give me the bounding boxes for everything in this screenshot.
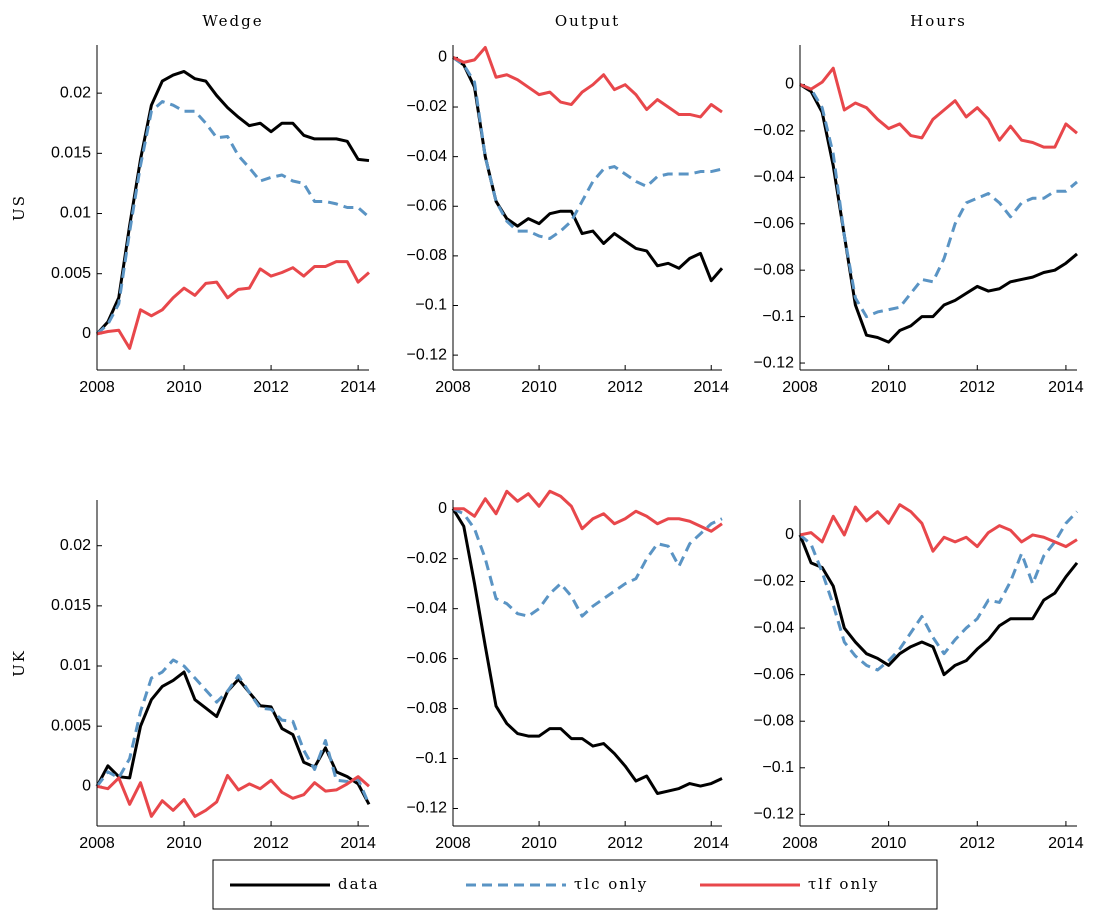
- x-tick-label: 2012: [253, 379, 289, 396]
- y-tick-label: −0.1: [762, 759, 794, 776]
- x-tick-label: 2014: [340, 379, 376, 396]
- series-line: [451, 507, 723, 796]
- x-tick-label: 2008: [435, 379, 471, 396]
- series-line: [799, 83, 1078, 344]
- row-label: US: [10, 194, 28, 221]
- y-tick-label: −0.06: [754, 215, 795, 232]
- y-tick-label: 0.01: [60, 657, 91, 674]
- x-tick-label: 2010: [521, 379, 557, 396]
- x-tick-label: 2008: [782, 835, 818, 852]
- series-line: [96, 100, 370, 336]
- y-tick-label: −0.06: [754, 666, 795, 683]
- x-tick-label: 2010: [166, 835, 202, 852]
- series-line: [452, 56, 723, 241]
- y-tick-label: −0.12: [407, 800, 448, 817]
- x-tick-label: 2010: [521, 835, 557, 852]
- y-tick-label: 0.005: [51, 717, 91, 734]
- legend-label: τlf only: [808, 875, 879, 893]
- series-line: [798, 534, 1079, 677]
- x-tick-label: 2014: [1048, 379, 1084, 396]
- x-tick-label: 2010: [871, 835, 907, 852]
- x-tick-label: 2012: [607, 379, 643, 396]
- y-tick-label: −0.12: [754, 806, 795, 823]
- x-tick-label: 2008: [79, 379, 115, 396]
- series-line: [452, 56, 724, 283]
- y-tick-label: −0.08: [754, 712, 795, 729]
- y-tick-label: 0: [82, 325, 91, 342]
- y-tick-label: 0.015: [51, 145, 91, 162]
- x-tick-label: 2008: [79, 835, 115, 852]
- y-tick-label: 0: [785, 526, 794, 543]
- series-line: [452, 507, 723, 618]
- panel-title: Hours: [910, 12, 967, 30]
- series-line: [799, 83, 1078, 319]
- row-label: UK: [10, 649, 28, 677]
- x-tick-label: 2012: [253, 835, 289, 852]
- x-tick-label: 2014: [693, 379, 729, 396]
- x-tick-label: 2014: [693, 835, 729, 852]
- y-tick-label: −0.08: [754, 261, 795, 278]
- x-tick-label: 2012: [959, 835, 995, 852]
- y-tick-label: −0.1: [415, 297, 447, 314]
- y-tick-label: 0: [438, 49, 447, 66]
- y-tick-label: −0.04: [754, 169, 795, 186]
- y-tick-label: −0.06: [407, 197, 448, 214]
- y-tick-label: −0.1: [415, 750, 447, 767]
- x-tick-label: 2008: [435, 835, 471, 852]
- y-tick-label: 0.01: [60, 205, 91, 222]
- series-line: [453, 489, 723, 533]
- series-line: [452, 45, 723, 119]
- legend-box: [212, 859, 938, 910]
- x-tick-label: 2012: [607, 835, 643, 852]
- y-tick-label: −0.1: [762, 308, 794, 325]
- series-line: [96, 260, 370, 350]
- y-tick-label: −0.06: [407, 650, 448, 667]
- y-tick-label: 0.02: [60, 84, 91, 101]
- x-tick-label: 2012: [959, 379, 995, 396]
- x-tick-label: 2014: [1048, 835, 1084, 852]
- y-tick-label: −0.12: [407, 346, 448, 363]
- x-tick-label: 2010: [166, 379, 202, 396]
- panel-title: Wedge: [202, 12, 263, 30]
- y-tick-label: 0: [82, 778, 91, 795]
- y-tick-label: −0.04: [407, 600, 448, 617]
- y-tick-label: 0.015: [51, 597, 91, 614]
- panel-title: Output: [555, 12, 620, 30]
- y-tick-label: −0.12: [754, 354, 795, 371]
- y-tick-label: 0.02: [60, 537, 91, 554]
- series-line: [799, 66, 1078, 149]
- y-tick-label: −0.04: [754, 619, 795, 636]
- y-tick-label: −0.04: [407, 148, 448, 165]
- y-tick-label: 0: [438, 500, 447, 517]
- series-line: [96, 773, 370, 818]
- series-line: [799, 510, 1079, 672]
- x-tick-label: 2014: [340, 835, 376, 852]
- x-tick-label: 2010: [871, 379, 907, 396]
- x-tick-label: 2008: [782, 379, 818, 396]
- y-tick-label: −0.08: [407, 700, 448, 717]
- legend-label: data: [338, 875, 380, 893]
- y-tick-label: −0.08: [407, 247, 448, 264]
- y-tick-label: 0.005: [51, 265, 91, 282]
- y-tick-label: −0.02: [407, 550, 448, 567]
- y-tick-label: −0.02: [754, 122, 795, 139]
- series-line: [799, 503, 1078, 553]
- legend-label: τlc only: [574, 875, 648, 893]
- y-tick-label: −0.02: [754, 573, 795, 590]
- y-tick-label: 0: [785, 76, 794, 93]
- y-tick-label: −0.02: [407, 98, 448, 115]
